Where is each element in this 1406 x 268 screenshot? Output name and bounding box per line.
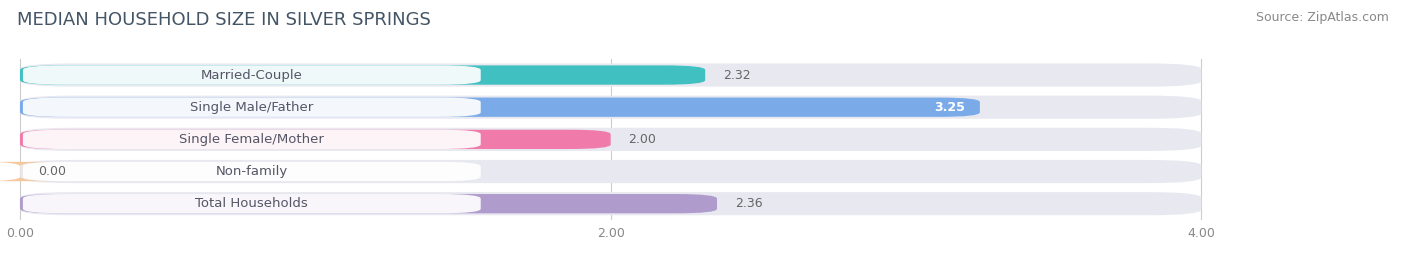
- Text: Non-family: Non-family: [215, 165, 288, 178]
- Text: 3.25: 3.25: [934, 101, 965, 114]
- FancyBboxPatch shape: [20, 65, 706, 85]
- FancyBboxPatch shape: [20, 128, 1201, 151]
- FancyBboxPatch shape: [22, 194, 481, 213]
- Text: MEDIAN HOUSEHOLD SIZE IN SILVER SPRINGS: MEDIAN HOUSEHOLD SIZE IN SILVER SPRINGS: [17, 11, 430, 29]
- Text: Single Female/Mother: Single Female/Mother: [180, 133, 325, 146]
- FancyBboxPatch shape: [20, 64, 1201, 87]
- Text: 0.00: 0.00: [38, 165, 66, 178]
- Text: 2.36: 2.36: [735, 197, 762, 210]
- FancyBboxPatch shape: [20, 192, 1201, 215]
- Text: Single Male/Father: Single Male/Father: [190, 101, 314, 114]
- Text: 2.00: 2.00: [628, 133, 657, 146]
- FancyBboxPatch shape: [22, 65, 481, 85]
- FancyBboxPatch shape: [20, 98, 980, 117]
- FancyBboxPatch shape: [20, 130, 610, 149]
- FancyBboxPatch shape: [20, 96, 1201, 119]
- FancyBboxPatch shape: [22, 98, 481, 117]
- FancyBboxPatch shape: [22, 130, 481, 149]
- Text: 2.32: 2.32: [723, 69, 751, 81]
- FancyBboxPatch shape: [20, 194, 717, 213]
- Text: Total Households: Total Households: [195, 197, 308, 210]
- FancyBboxPatch shape: [0, 162, 62, 181]
- FancyBboxPatch shape: [20, 160, 1201, 183]
- Text: Married-Couple: Married-Couple: [201, 69, 302, 81]
- Text: Source: ZipAtlas.com: Source: ZipAtlas.com: [1256, 11, 1389, 24]
- FancyBboxPatch shape: [22, 162, 481, 181]
